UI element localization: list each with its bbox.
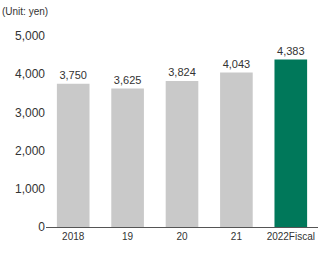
svg-text:1,000: 1,000 bbox=[15, 182, 45, 196]
svg-text:3,000: 3,000 bbox=[15, 106, 45, 120]
svg-text:4,383: 4,383 bbox=[277, 45, 305, 57]
svg-text:2018: 2018 bbox=[62, 231, 85, 242]
svg-text:4,043: 4,043 bbox=[223, 58, 251, 70]
svg-text:3,750: 3,750 bbox=[59, 69, 87, 81]
svg-text:5,000: 5,000 bbox=[15, 29, 45, 43]
svg-text:4,000: 4,000 bbox=[15, 67, 45, 81]
svg-text:2,000: 2,000 bbox=[15, 144, 45, 158]
svg-text:(Unit: yen): (Unit: yen) bbox=[2, 6, 48, 17]
svg-text:21: 21 bbox=[231, 231, 243, 242]
svg-text:3,824: 3,824 bbox=[168, 66, 196, 78]
svg-text:20: 20 bbox=[176, 231, 188, 242]
svg-text:0: 0 bbox=[38, 220, 45, 234]
svg-text:3,625: 3,625 bbox=[114, 74, 142, 86]
svg-text:2022Fiscal: 2022Fiscal bbox=[267, 231, 315, 242]
svg-text:19: 19 bbox=[122, 231, 134, 242]
